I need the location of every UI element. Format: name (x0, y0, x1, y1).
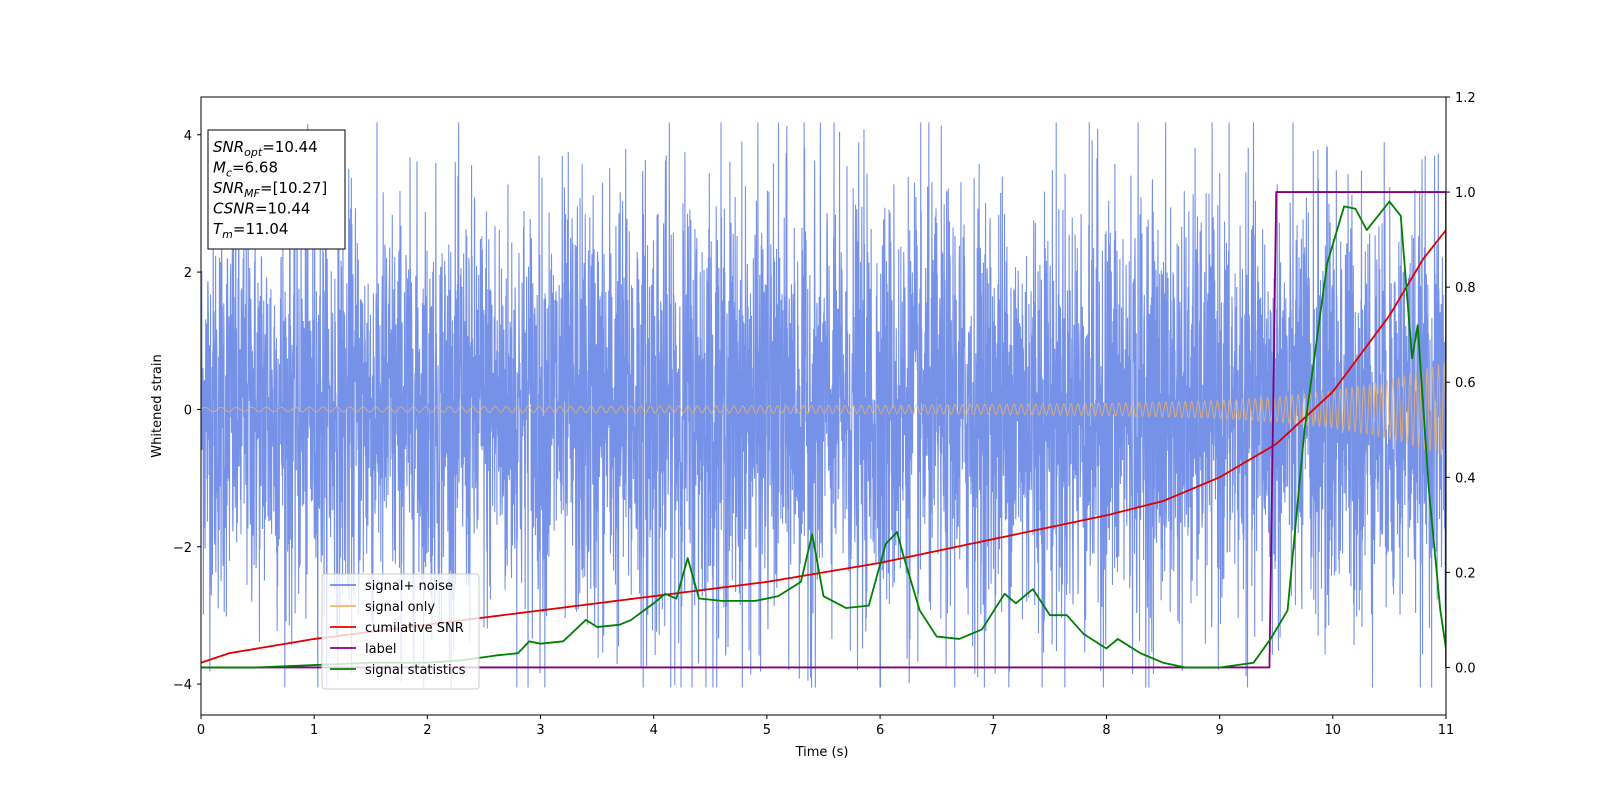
y-left-tick-label: 2 (184, 266, 192, 281)
y-axis-label: Whitened strain (150, 354, 165, 457)
y-axis-right: 1.2 1.0 0.8 0.6 0.4 0.2 0.0 (1446, 91, 1476, 676)
x-tick-label: 1 (310, 723, 318, 738)
y-axis-left: 4 2 0 −2 −4 (173, 129, 201, 693)
y-right-tick-label: 1.0 (1455, 186, 1476, 201)
y-left-tick-label: −2 (173, 541, 192, 556)
y-left-tick-label: −4 (173, 678, 192, 693)
x-tick-label: 2 (423, 723, 431, 738)
y-left-tick-label: 4 (184, 129, 192, 144)
x-tick-label: 6 (876, 723, 884, 738)
series-signal-only-line (201, 361, 1446, 456)
x-tick-label: 4 (650, 723, 658, 738)
info-line: Tm=11.04 (213, 220, 288, 241)
y-right-tick-label: 0.8 (1455, 281, 1476, 296)
y-right-tick-label: 0.6 (1455, 376, 1476, 391)
legend-box (321, 573, 480, 690)
info-box-frame (207, 129, 346, 250)
info-line: SNRopt=10.44 (213, 138, 318, 159)
plot-frame (200, 96, 1447, 716)
x-tick-label: 9 (1215, 723, 1223, 738)
info-line: Mc=6.68 (213, 159, 278, 180)
legend-entry-label: cumilative SNR (365, 621, 464, 636)
x-tick-label: 3 (536, 723, 544, 738)
info-line: CSNR=10.44 (213, 200, 310, 218)
legend-entry-label: label (365, 642, 396, 657)
y-right-tick-label: 1.2 (1455, 91, 1476, 106)
series-signal-statistics-line (201, 200, 1446, 669)
x-tick-label: 11 (1438, 723, 1455, 738)
x-tick-label: 7 (989, 723, 997, 738)
legend-entry-label: signal+ noise (365, 579, 453, 594)
x-tick-label: 5 (763, 723, 771, 738)
y-left-tick-label: 0 (184, 403, 192, 418)
legend-entry-label: signal only (365, 600, 435, 615)
x-axis: 0 1 2 3 4 5 6 7 8 9 10 11 (197, 715, 1454, 738)
info-box: SNRopt=10.44Mc=6.68SNRMF=[10.27]CSNR=10.… (207, 129, 346, 250)
series-label-line (201, 191, 1446, 669)
y-right-tick-label: 0.0 (1455, 661, 1476, 676)
legend: signal+ noise signal only cumilative SNR la… (321, 573, 480, 690)
legend-entry-label: signal statistics (365, 663, 466, 678)
x-tick-label: 8 (1102, 723, 1110, 738)
series-signal-noise-line (201, 122, 1446, 688)
x-tick-label: 0 (197, 723, 205, 738)
y-right-tick-label: 0.4 (1455, 471, 1476, 486)
info-line: SNRMF=[10.27] (213, 179, 327, 200)
y-right-tick-label: 0.2 (1455, 566, 1476, 581)
x-axis-label: Time (s) (795, 745, 849, 760)
x-tick-label: 10 (1325, 723, 1342, 738)
